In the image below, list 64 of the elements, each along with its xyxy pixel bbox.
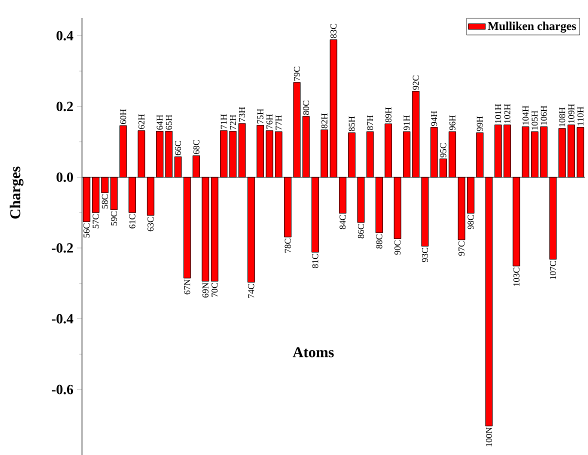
x-tick-label: 69N — [202, 282, 208, 298]
x-tick-label: 80C — [303, 100, 310, 115]
x-tick-label: 79C — [294, 66, 300, 81]
x-tick-label: 71H — [220, 114, 227, 129]
x-tick-label: 73H — [239, 107, 246, 122]
x-tick-label: 66C — [175, 141, 182, 156]
x-tick-label: 104H — [522, 106, 529, 125]
x-tick-label: 92C — [412, 76, 419, 90]
x-tick-label: 61C — [129, 214, 136, 228]
x-tick-label: 91H — [404, 115, 410, 130]
x-tick-label: 77H — [276, 115, 282, 130]
x-tick-label: 59C — [110, 211, 118, 226]
y-axis-title: Charges — [10, 166, 24, 219]
x-tick-label: 74C — [248, 284, 254, 298]
x-tick-label: 63C — [148, 217, 154, 232]
x-tick-label: 62H — [138, 114, 144, 129]
x-tick-label: 108H — [559, 108, 566, 126]
x-tick-label: 101H — [495, 104, 502, 123]
x-tick-label: 90C — [394, 240, 401, 255]
x-tick-label: 68C — [193, 140, 200, 154]
x-tick-label: 87H — [367, 115, 374, 130]
x-tick-label: 100N — [486, 427, 492, 446]
x-tick-label: 89H — [385, 107, 392, 122]
x-tick-label: 60H — [120, 109, 126, 124]
x-tick-label: 58C — [102, 194, 108, 208]
x-tick-label: 81C — [312, 254, 318, 268]
x-tick-label: 93C — [422, 248, 428, 262]
x-tick-label: 83C — [330, 24, 337, 38]
y-tick-label: 0.2 — [56, 102, 73, 112]
x-tick-label: 102H — [504, 104, 510, 123]
y-tick-label: 0.0 — [56, 172, 73, 182]
x-axis-title: Atoms — [292, 347, 334, 358]
x-tick-label: 95C — [440, 143, 446, 158]
x-tick-label: 56C — [84, 224, 90, 238]
x-tick-label: 88C — [376, 234, 382, 249]
x-tick-label: 64H — [156, 114, 163, 130]
legend-label: Mulliken charges — [488, 22, 576, 33]
x-tick-label: 107C — [550, 261, 556, 280]
y-tick-label: -0.6 — [52, 384, 74, 394]
x-tick-label: 72H — [230, 114, 236, 130]
x-tick-label: 76H — [266, 114, 272, 129]
x-tick-label: 98C — [468, 215, 474, 230]
y-tick-label: -0.4 — [52, 314, 74, 324]
x-tick-label: 75H — [257, 108, 264, 124]
x-tick-label: 105H — [532, 110, 538, 130]
x-tick-label: 65H — [166, 114, 172, 130]
x-tick-label: 57C — [92, 214, 99, 228]
x-tick-label: 96H — [449, 115, 456, 130]
x-tick-label: 109H — [568, 104, 574, 123]
y-tick-label: -0.2 — [52, 243, 73, 253]
x-tick-label: 110H — [577, 106, 584, 126]
x-tick-label: 94H — [431, 110, 438, 126]
x-tick-label: 99H — [476, 116, 483, 132]
x-tick-label: 86C — [358, 224, 364, 238]
x-tick-label: 85H — [348, 116, 355, 132]
x-tick-label: 82H — [321, 113, 328, 128]
y-tick-label: 0.4 — [56, 30, 74, 40]
x-tick-label: 97C — [458, 242, 465, 256]
x-tick-label: 103C — [513, 268, 520, 286]
x-tick-label: 78C — [284, 238, 291, 253]
x-tick-label: 67N — [184, 279, 190, 294]
x-tick-label: 84C — [340, 215, 346, 230]
x-tick-label: 70C — [212, 282, 218, 297]
x-tick-label: 106H — [540, 106, 547, 125]
